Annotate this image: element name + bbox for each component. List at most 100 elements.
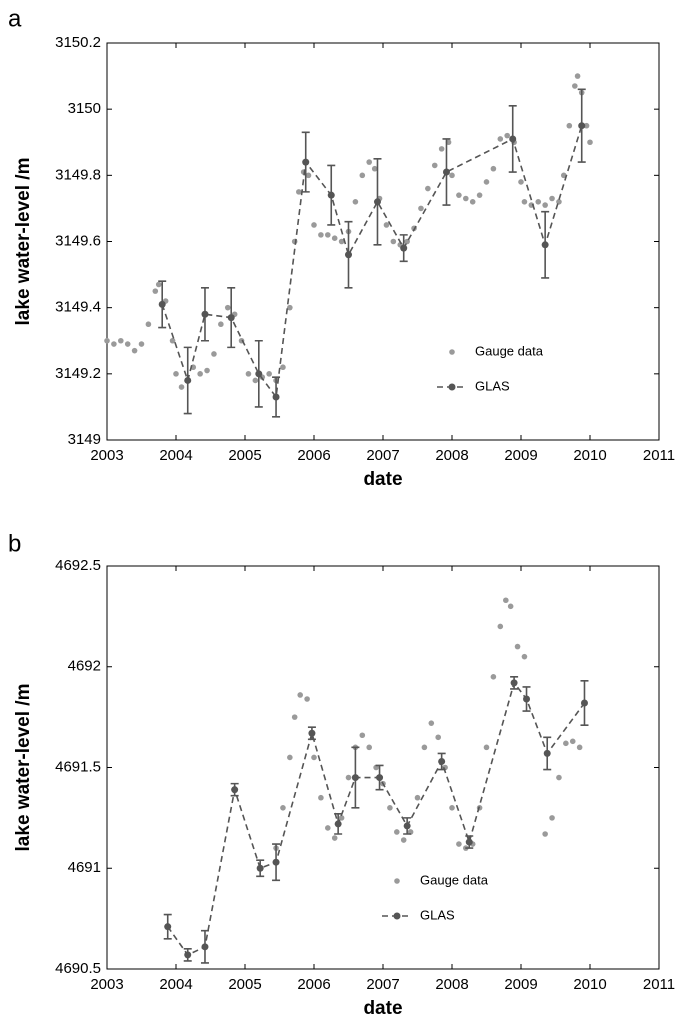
gauge-point [291, 714, 298, 720]
glas-point [334, 820, 342, 828]
x-tick-label: 2004 [159, 447, 192, 464]
x-tick-label: 2004 [159, 976, 192, 993]
x-tick-label: 2008 [435, 976, 468, 993]
gauge-point [435, 734, 442, 741]
gauge-point [556, 199, 562, 205]
glas-point [543, 749, 551, 757]
gauge-point [438, 146, 445, 152]
glas-point [541, 241, 549, 249]
gauge-point [138, 341, 145, 347]
glas-point [376, 774, 384, 782]
gauge-point [542, 202, 548, 208]
gauge-point [521, 653, 528, 660]
x-tick-label: 2011 [643, 447, 675, 464]
x-tick-label: 2008 [435, 447, 468, 464]
gauge-point [371, 165, 378, 172]
gauge-point [155, 281, 162, 288]
gauge-point [428, 720, 435, 726]
x-tick-label: 2003 [90, 447, 123, 464]
y-tick-label: 3150 [68, 100, 101, 117]
gauge-point [503, 597, 509, 604]
gauge-point [574, 73, 581, 79]
x-tick-label: 2010 [573, 447, 606, 464]
gauge-point [152, 288, 159, 294]
gauge-point [280, 805, 286, 811]
x-axis-label: date [363, 998, 402, 1017]
glas-point [256, 864, 264, 872]
glas-point [308, 729, 316, 737]
gauge-point [178, 384, 185, 390]
x-tick-label: 2009 [504, 976, 537, 993]
legend-marker [393, 912, 401, 920]
gauge-point [514, 643, 521, 650]
gauge-point [311, 754, 317, 761]
gauge-point [383, 222, 390, 228]
glas-point [201, 310, 209, 318]
y-tick-label: 4690.5 [55, 960, 101, 977]
glas-point [465, 838, 473, 846]
gauge-point [418, 205, 424, 212]
gauge-point [338, 815, 345, 821]
gauge-point [549, 815, 555, 821]
legend-label: Gauge data [420, 872, 489, 887]
gauge-point [421, 744, 428, 751]
glas-point [164, 923, 172, 931]
gauge-point [331, 835, 338, 841]
gauge-point [111, 341, 117, 347]
y-tick-label: 4692.5 [55, 557, 101, 574]
glas-point [578, 122, 586, 130]
legend-label: Gauge data [475, 343, 544, 358]
gauge-point [387, 805, 393, 811]
y-tick-label: 3149.6 [55, 232, 101, 249]
x-tick-label: 2007 [366, 976, 399, 993]
gauge-point [390, 238, 397, 245]
gauge-point [287, 754, 293, 761]
glas-point [158, 300, 166, 308]
gauge-point [400, 837, 407, 843]
x-tick-label: 2006 [297, 976, 330, 993]
gauge-point [583, 122, 590, 129]
gauge-point [252, 377, 259, 384]
gauge-point [297, 692, 304, 698]
y-axis-label: lake water-level /m [13, 158, 34, 326]
glas-point [272, 858, 280, 866]
gauge-point [560, 172, 567, 179]
legend-label: GLAS [475, 378, 510, 393]
gauge-point [521, 199, 528, 205]
glas-point [227, 314, 235, 322]
glas-line [167, 681, 586, 956]
plot-frame [106, 565, 660, 970]
gauge-point [469, 199, 476, 205]
gauge-point [507, 603, 514, 610]
gauge-point [359, 732, 366, 739]
gauge-point [566, 122, 573, 129]
glas-point [403, 822, 411, 830]
glas-point [302, 158, 310, 166]
glas-point [509, 135, 517, 143]
x-tick-label: 2009 [504, 447, 537, 464]
gauge-point [338, 238, 345, 245]
y-tick-label: 3149.4 [55, 299, 101, 316]
gauge-point [542, 831, 548, 837]
gauge-point [456, 841, 462, 847]
gauge-point [463, 195, 469, 202]
y-tick-label: 4691 [68, 859, 101, 876]
y-tick-label: 3149.8 [55, 166, 101, 183]
legend-marker [394, 878, 400, 884]
gauge-point [490, 674, 497, 680]
glas-point [510, 679, 518, 687]
gauge-point [173, 371, 179, 377]
gauge-point [211, 351, 217, 357]
legend-label: GLAS [420, 907, 455, 922]
y-tick-label: 3149.2 [55, 365, 101, 382]
gauge-point [118, 337, 124, 344]
glas-point [231, 786, 239, 794]
gauge-point [304, 696, 310, 702]
x-tick-label: 2011 [643, 976, 675, 993]
gauge-point [366, 159, 373, 165]
gauge-point [331, 235, 338, 241]
gauge-point [305, 172, 312, 179]
gauge-point [366, 744, 373, 751]
